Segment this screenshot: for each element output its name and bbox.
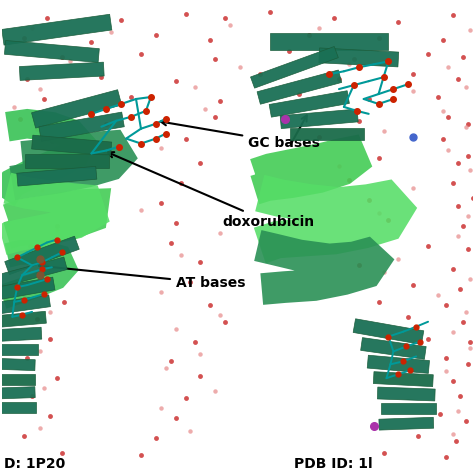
Polygon shape [0,295,50,315]
Text: doxorubicin: doxorubicin [108,152,314,229]
Polygon shape [17,166,97,186]
Polygon shape [290,128,364,139]
Polygon shape [254,175,417,264]
Polygon shape [3,188,111,249]
Text: AT bases: AT bases [39,264,245,290]
Polygon shape [0,257,67,287]
Polygon shape [257,70,342,104]
Polygon shape [0,311,46,328]
Polygon shape [19,62,104,81]
Polygon shape [381,403,436,414]
Polygon shape [353,319,424,345]
Polygon shape [269,91,349,117]
Polygon shape [0,240,79,309]
Polygon shape [0,402,36,413]
Text: D: 1P20: D: 1P20 [4,457,65,471]
Polygon shape [270,33,389,51]
Polygon shape [0,277,55,301]
Polygon shape [377,387,435,401]
Polygon shape [9,130,138,200]
Polygon shape [280,109,358,128]
Polygon shape [0,374,35,384]
Polygon shape [32,135,112,156]
Polygon shape [0,173,109,255]
Polygon shape [361,337,426,359]
Polygon shape [0,358,35,371]
Polygon shape [379,417,434,430]
Polygon shape [374,372,433,387]
Polygon shape [4,40,100,63]
Polygon shape [0,109,96,206]
Text: PDB ID: 1l: PDB ID: 1l [294,457,373,471]
Polygon shape [250,135,372,204]
Polygon shape [0,387,35,399]
Polygon shape [32,90,122,128]
Polygon shape [251,46,338,88]
Polygon shape [367,355,429,374]
Polygon shape [2,14,112,45]
Polygon shape [39,112,124,141]
Polygon shape [254,230,394,305]
Text: GC bases: GC bases [161,120,320,149]
Polygon shape [5,236,79,274]
Polygon shape [0,344,38,355]
Polygon shape [319,48,399,67]
Polygon shape [25,155,109,168]
Polygon shape [0,327,42,342]
